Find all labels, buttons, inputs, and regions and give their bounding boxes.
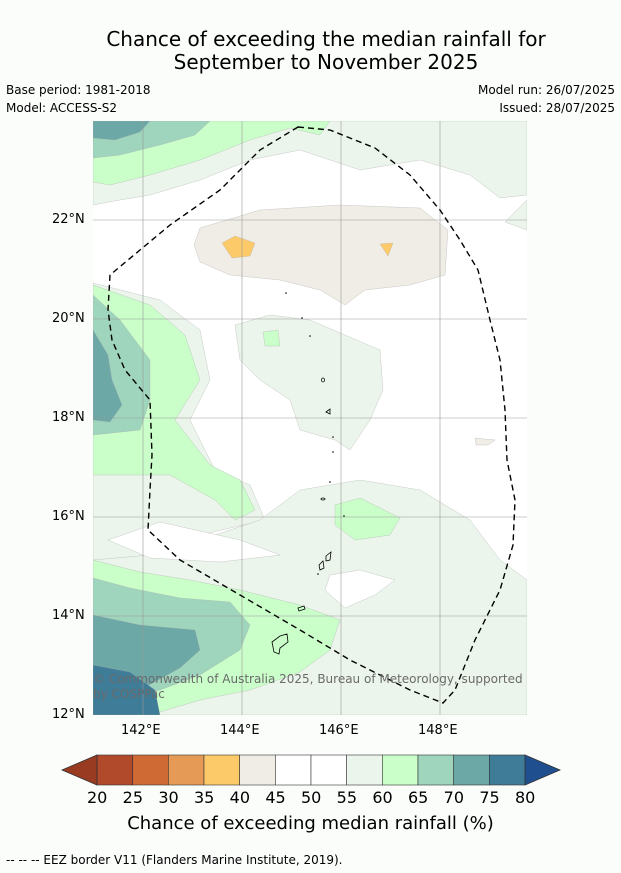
colorbar-cells bbox=[96, 754, 526, 786]
contour-region bbox=[93, 121, 151, 141]
lat-label: 20°N bbox=[52, 311, 85, 326]
island bbox=[321, 377, 325, 383]
contour-region bbox=[504, 199, 527, 231]
colorbar-low-extension bbox=[60, 754, 98, 786]
eez-legend: -- -- -- EEZ border V11 (Flanders Marine… bbox=[6, 853, 343, 867]
issued-date: Issued: 28/07/2025 bbox=[499, 101, 615, 115]
title-line-2: September to November 2025 bbox=[173, 50, 479, 74]
lon-label: 146°E bbox=[319, 723, 359, 738]
colorbar-cell bbox=[132, 754, 169, 786]
contour-region bbox=[324, 569, 396, 609]
copyright-notice: © Commonwealth of Australia 2025, Bureau… bbox=[93, 672, 523, 702]
colorbar-cell bbox=[489, 754, 526, 786]
colorbar-cell bbox=[310, 754, 347, 786]
copyright-line-2: by COSPPac bbox=[93, 687, 165, 701]
island-saipan bbox=[325, 551, 332, 562]
island bbox=[325, 408, 331, 415]
model-name: Model: ACCESS-S2 bbox=[6, 101, 118, 115]
colorbar-tick-label: 20 bbox=[87, 788, 108, 807]
island-guam bbox=[271, 633, 289, 655]
island bbox=[320, 497, 326, 501]
base-period: Base period: 1981-2018 bbox=[6, 83, 151, 97]
colorbar-tick-label: 70 bbox=[443, 788, 465, 807]
map-gridlines bbox=[93, 121, 527, 715]
colorbar-cell bbox=[382, 754, 419, 786]
lat-label: 18°N bbox=[52, 410, 85, 425]
colorbar-cell bbox=[453, 754, 490, 786]
colorbar-tick-label: 25 bbox=[122, 788, 144, 807]
island-rota bbox=[297, 605, 306, 612]
contour-region bbox=[221, 235, 256, 259]
island-tinian bbox=[318, 560, 325, 571]
small-islands bbox=[285, 292, 345, 575]
title-line-1: Chance of exceeding the median rainfall … bbox=[106, 27, 546, 51]
copyright-line-1: © Commonwealth of Australia 2025, Bureau… bbox=[93, 672, 523, 686]
colorbar-tick-label: 40 bbox=[229, 788, 251, 807]
colorbar-title: Chance of exceeding median rainfall (%) bbox=[127, 813, 494, 834]
colorbar-tick-label: 30 bbox=[158, 788, 179, 807]
eez-border bbox=[107, 126, 516, 704]
contour-region bbox=[474, 437, 496, 446]
colorbar-cell bbox=[203, 754, 240, 786]
contour-region bbox=[234, 314, 384, 451]
contour-region bbox=[379, 242, 394, 257]
chart-title: Chance of exceeding the median rainfall … bbox=[0, 28, 621, 74]
lat-label: 12°N bbox=[52, 707, 85, 722]
lon-label: 142°E bbox=[121, 723, 161, 738]
colorbar-tick-label: 75 bbox=[479, 788, 500, 807]
contour-region bbox=[334, 497, 401, 541]
contour-region bbox=[193, 204, 449, 306]
colorbar-tick-label: 80 bbox=[515, 788, 536, 807]
colorbar-cell bbox=[346, 754, 383, 786]
lon-label: 148°E bbox=[418, 723, 458, 738]
meta-left: Base period: 1981-2018 Model: ACCESS-S2 bbox=[6, 81, 151, 117]
colorbar-tick-label: 60 bbox=[372, 788, 393, 807]
contour-region bbox=[93, 329, 123, 423]
island-outlines bbox=[271, 377, 332, 655]
meta-right: Model run: 26/07/2025 Issued: 28/07/2025 bbox=[478, 81, 615, 117]
colorbar-tick-label: 65 bbox=[408, 788, 429, 807]
lat-label: 14°N bbox=[52, 608, 85, 623]
colorbar-cell bbox=[239, 754, 276, 786]
colorbar-cell bbox=[96, 754, 133, 786]
model-run: Model run: 26/07/2025 bbox=[477, 83, 615, 97]
lat-label: 16°N bbox=[52, 509, 85, 524]
colorbar-cell bbox=[168, 754, 205, 786]
colorbar-tick-label: 55 bbox=[336, 788, 358, 807]
contour-region bbox=[262, 329, 281, 347]
lat-label: 22°N bbox=[52, 212, 85, 227]
colorbar-cell bbox=[417, 754, 454, 786]
colorbar-cell bbox=[275, 754, 312, 786]
colorbar-tick-label: 45 bbox=[265, 788, 286, 807]
colorbar-tick-label: 50 bbox=[301, 788, 322, 807]
colorbar-tick-label: 35 bbox=[194, 788, 215, 807]
lon-label: 144°E bbox=[220, 723, 260, 738]
colorbar-high-extension bbox=[524, 754, 562, 786]
